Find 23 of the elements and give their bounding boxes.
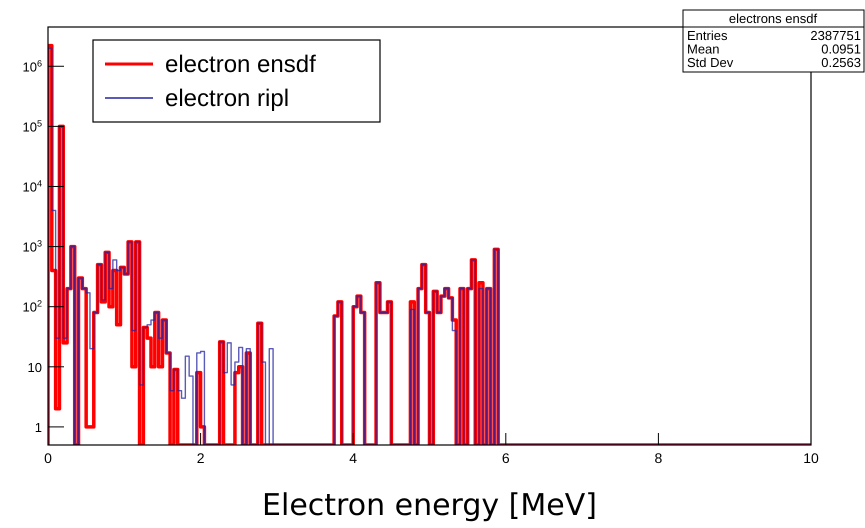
y-tick-label: 10$^{6}$ xyxy=(22,58,42,74)
text: 0.2563 xyxy=(821,55,861,70)
x-tick-label: 4 xyxy=(349,450,358,466)
annotation: Mean xyxy=(687,42,720,56)
y-tick-label: 10$^{5}$ xyxy=(22,118,42,134)
annotation: Std Dev xyxy=(687,55,734,70)
y-tick-label: 10$^{3}$ xyxy=(22,238,42,255)
annotation: 2387751 xyxy=(810,28,861,43)
x-tick-label: 10 xyxy=(803,450,819,466)
x-tick-label: 8 xyxy=(654,450,662,466)
x-tick-label: 6 xyxy=(502,450,510,466)
text: electrons ensdf xyxy=(728,11,818,26)
text: 0.0951 xyxy=(821,42,861,56)
y-tick-label: 1 xyxy=(34,420,42,435)
x-axis-title: Electron energy [MeV] xyxy=(262,488,597,523)
legend-label: electron ensdf xyxy=(165,51,316,78)
x-tick-label: 0 xyxy=(44,450,52,466)
x-tick-label: 2 xyxy=(196,450,205,466)
y-tick-label: 10$^{4}$ xyxy=(22,178,42,194)
y-tick-label: 10 xyxy=(28,360,42,375)
annotation: Entries xyxy=(687,28,728,43)
legend-label: electron ripl xyxy=(165,85,290,112)
y-tick-label: 10$^{2}$ xyxy=(22,298,42,315)
